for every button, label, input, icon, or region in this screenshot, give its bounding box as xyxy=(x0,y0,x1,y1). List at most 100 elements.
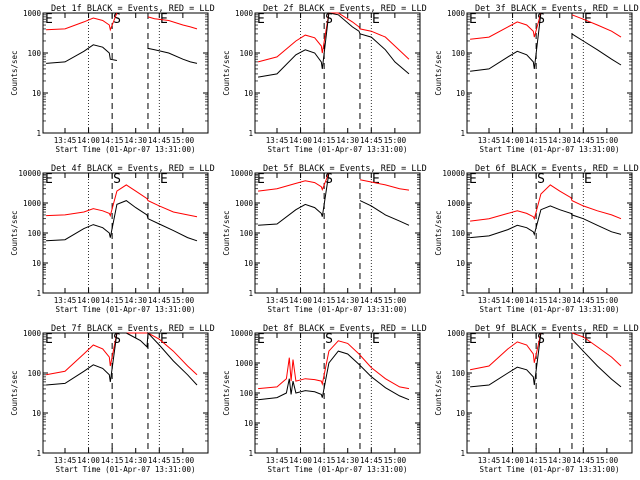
panel-title: Det 2f BLACK = Events, RED = LLD xyxy=(263,4,427,14)
y-tick-label: 1000 xyxy=(23,199,42,208)
x-axis-label: Start Time (01-Apr-07 13:31:00) xyxy=(480,145,620,154)
event-marker: E xyxy=(584,12,592,27)
event-marker: E xyxy=(372,12,380,27)
series-line-events xyxy=(470,12,622,72)
y-tick-label: 100 xyxy=(27,229,41,238)
y-tick-label: 1 xyxy=(248,449,253,458)
x-tick-label: 14:15 xyxy=(101,136,124,145)
event-marker: S xyxy=(325,332,333,347)
y-axis-label: Counts/sec xyxy=(10,370,19,415)
series-line-lld xyxy=(46,12,198,32)
panel-title: Det 8f BLACK = Events, RED = LLD xyxy=(263,324,427,334)
y-tick-label: 1 xyxy=(248,129,253,138)
event-marker: S xyxy=(113,332,121,347)
x-tick-label: 14:15 xyxy=(101,296,124,305)
plot-frame xyxy=(254,12,421,134)
x-axis-label: Start Time (01-Apr-07 13:31:00) xyxy=(56,145,196,154)
event-marker: E xyxy=(372,332,380,347)
y-tick-label: 100 xyxy=(239,229,253,238)
x-tick-label: 14:30 xyxy=(548,296,571,305)
x-tick-label: 15:00 xyxy=(596,296,619,305)
y-tick-label: 10000 xyxy=(230,169,253,178)
x-tick-label: 14:00 xyxy=(501,456,524,465)
x-tick-label: 14:45 xyxy=(148,136,171,145)
event-marker: S xyxy=(537,332,545,347)
x-tick-label: 14:15 xyxy=(525,456,548,465)
series-line-lld xyxy=(470,332,622,371)
event-marker: E xyxy=(45,332,53,347)
y-tick-label: 1000 xyxy=(235,359,254,368)
event-marker: E xyxy=(45,172,53,187)
x-tick-label: 14:00 xyxy=(77,136,100,145)
event-marker: E xyxy=(469,12,477,27)
x-tick-label: 15:00 xyxy=(596,456,619,465)
event-marker: E xyxy=(469,172,477,187)
y-tick-label: 10 xyxy=(32,89,42,98)
x-tick-label: 14:00 xyxy=(77,296,100,305)
series-line-events xyxy=(470,332,622,388)
x-tick-label: 14:45 xyxy=(360,136,383,145)
x-tick-label: 15:00 xyxy=(384,136,407,145)
y-tick-label: 100 xyxy=(239,49,253,58)
event-marker: E xyxy=(372,172,380,187)
x-tick-label: 14:30 xyxy=(336,296,359,305)
x-tick-label: 14:00 xyxy=(501,136,524,145)
x-tick-label: 15:00 xyxy=(172,456,195,465)
y-tick-label: 10000 xyxy=(18,169,41,178)
y-tick-label: 1 xyxy=(36,289,41,298)
x-axis-label: Start Time (01-Apr-07 13:31:00) xyxy=(268,145,408,154)
x-tick-label: 13:45 xyxy=(266,456,289,465)
x-tick-label: 14:30 xyxy=(124,296,147,305)
y-tick-label: 1000 xyxy=(235,199,254,208)
y-tick-label: 10 xyxy=(244,89,254,98)
x-tick-label: 14:45 xyxy=(360,296,383,305)
series-line-events xyxy=(258,172,410,226)
series-line-lld xyxy=(258,340,410,390)
y-tick-label: 1 xyxy=(36,449,41,458)
series-line-lld xyxy=(470,12,622,40)
x-tick-label: 13:45 xyxy=(54,456,77,465)
y-tick-label: 100 xyxy=(451,49,465,58)
series-line-lld xyxy=(258,172,410,192)
x-tick-label: 14:45 xyxy=(148,456,171,465)
x-tick-label: 14:45 xyxy=(360,456,383,465)
event-marker: S xyxy=(537,12,545,27)
x-tick-label: 13:45 xyxy=(478,456,501,465)
x-tick-label: 13:45 xyxy=(478,136,501,145)
y-tick-label: 10 xyxy=(456,89,466,98)
x-tick-label: 14:15 xyxy=(525,296,548,305)
event-marker: S xyxy=(325,172,333,187)
event-marker: S xyxy=(537,172,545,187)
x-tick-label: 13:45 xyxy=(266,136,289,145)
x-tick-label: 14:30 xyxy=(124,136,147,145)
x-tick-label: 13:45 xyxy=(478,296,501,305)
x-tick-label: 14:15 xyxy=(313,296,336,305)
y-tick-label: 1 xyxy=(36,129,41,138)
plot-frame xyxy=(42,172,209,294)
series-line-lld xyxy=(46,332,198,376)
x-tick-label: 14:45 xyxy=(572,296,595,305)
x-tick-label: 15:00 xyxy=(172,296,195,305)
x-tick-label: 15:00 xyxy=(384,456,407,465)
event-marker: E xyxy=(257,172,265,187)
y-tick-label: 100 xyxy=(451,229,465,238)
x-tick-label: 14:00 xyxy=(77,456,100,465)
panel-title: Det 1f BLACK = Events, RED = LLD xyxy=(51,4,215,14)
y-tick-label: 1 xyxy=(460,129,465,138)
x-tick-label: 15:00 xyxy=(172,136,195,145)
series-line-lld xyxy=(46,184,198,218)
y-axis-label: Counts/sec xyxy=(10,210,19,255)
event-marker: E xyxy=(584,172,592,187)
panel-title: Det 6f BLACK = Events, RED = LLD xyxy=(475,164,639,174)
panel-title: Det 7f BLACK = Events, RED = LLD xyxy=(51,324,215,334)
y-tick-label: 10 xyxy=(244,419,254,428)
y-tick-label: 10 xyxy=(456,259,466,268)
plot-frame xyxy=(254,172,421,294)
y-tick-label: 10 xyxy=(456,409,466,418)
panel-title: Det 5f BLACK = Events, RED = LLD xyxy=(263,164,427,174)
y-axis-label: Counts/sec xyxy=(222,210,231,255)
